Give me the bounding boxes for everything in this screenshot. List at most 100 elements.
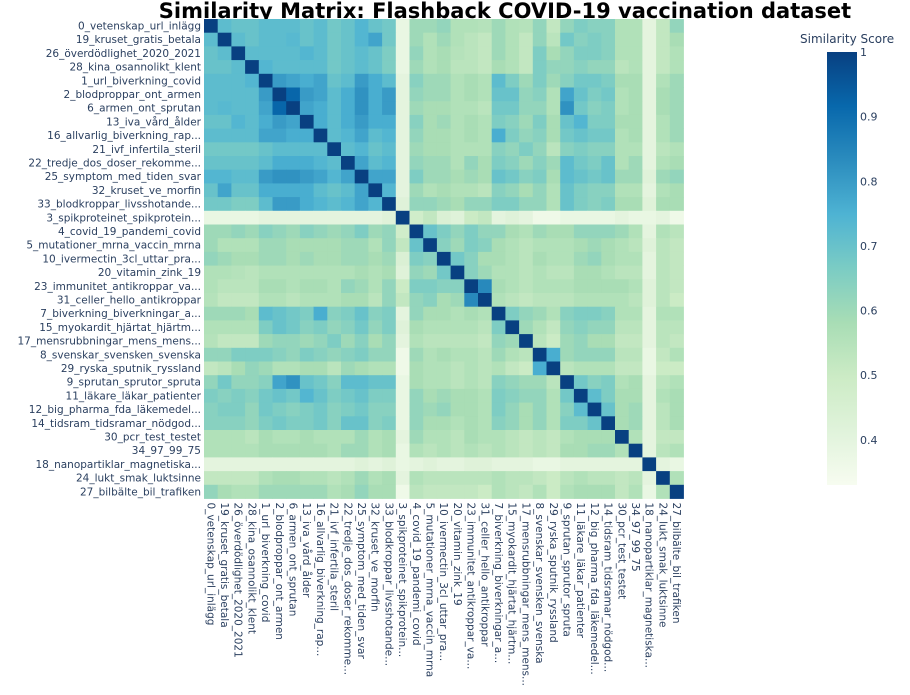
heatmap-cell: [272, 457, 287, 472]
y-tick-label: 11_läkare_läkar_patienter: [66, 390, 202, 402]
heatmap-cell: [204, 46, 219, 61]
heatmap-cell: [272, 306, 287, 321]
heatmap-cell: [573, 19, 588, 34]
heatmap-cell: [532, 251, 547, 266]
heatmap-cell: [204, 156, 219, 171]
heatmap-cell: [313, 471, 328, 486]
heatmap-cell: [354, 375, 369, 390]
heatmap-cell: [354, 73, 369, 88]
heatmap-cell: [615, 265, 630, 280]
heatmap-cell: [560, 197, 575, 212]
heatmap-cell: [341, 334, 356, 349]
heatmap-cell: [258, 334, 273, 349]
heatmap-cell: [217, 87, 232, 102]
heatmap-cell: [258, 73, 273, 88]
heatmap-cell: [409, 347, 424, 362]
heatmap-cells: [204, 19, 684, 499]
heatmap-cell: [505, 293, 520, 308]
heatmap-cell: [231, 334, 246, 349]
heatmap-cell: [231, 156, 246, 171]
heatmap-cell: [423, 142, 438, 157]
heatmap-cell: [327, 361, 342, 376]
heatmap-cell: [217, 306, 232, 321]
heatmap-cell: [478, 293, 493, 308]
heatmap-cell: [382, 128, 397, 143]
heatmap-cell: [354, 169, 369, 184]
heatmap-cell: [587, 347, 602, 362]
heatmap-cell: [436, 128, 451, 143]
heatmap-cell: [299, 251, 314, 266]
heatmap-cell: [258, 471, 273, 486]
heatmap-cell: [464, 388, 479, 403]
heatmap-cell: [478, 306, 493, 321]
heatmap-cell: [464, 375, 479, 390]
heatmap-cell: [587, 114, 602, 129]
heatmap-cell: [231, 183, 246, 198]
heatmap-cell: [656, 416, 671, 431]
heatmap-cell: [573, 334, 588, 349]
heatmap-cell: [505, 430, 520, 445]
heatmap-cell: [642, 416, 657, 431]
heatmap-cell: [532, 101, 547, 116]
heatmap-cell: [615, 347, 630, 362]
heatmap-cell: [204, 142, 219, 157]
heatmap-cell: [382, 416, 397, 431]
heatmap-cell: [505, 443, 520, 458]
heatmap-cell: [327, 238, 342, 253]
heatmap-cell: [656, 347, 671, 362]
heatmap-cell: [409, 484, 424, 499]
heatmap-cell: [395, 375, 410, 390]
heatmap-cell: [245, 197, 260, 212]
heatmap-cell: [258, 279, 273, 294]
heatmap-cell: [354, 457, 369, 472]
heatmap-cell: [341, 238, 356, 253]
heatmap-cell: [656, 430, 671, 445]
heatmap-cell: [628, 265, 643, 280]
heatmap-cell: [491, 210, 506, 225]
heatmap-cell: [478, 251, 493, 266]
heatmap-cell: [327, 197, 342, 212]
heatmap-cell: [245, 142, 260, 157]
heatmap-cell: [436, 334, 451, 349]
heatmap-cell: [286, 210, 301, 225]
heatmap-cell: [478, 347, 493, 362]
heatmap-cell: [532, 430, 547, 445]
heatmap-cell: [519, 142, 534, 157]
heatmap-cell: [628, 484, 643, 499]
heatmap-cell: [299, 46, 314, 61]
heatmap-cell: [245, 224, 260, 239]
heatmap-cell: [395, 87, 410, 102]
heatmap-cell: [464, 320, 479, 335]
heatmap-cell: [669, 430, 684, 445]
heatmap-cell: [628, 114, 643, 129]
heatmap-cell: [341, 402, 356, 417]
heatmap-cell: [464, 443, 479, 458]
heatmap-cell: [615, 73, 630, 88]
heatmap-cell: [409, 361, 424, 376]
y-tick-label: 19_kruset_gratis_betala: [76, 34, 201, 46]
heatmap-cell: [313, 443, 328, 458]
heatmap-cell: [341, 430, 356, 445]
colorbar-title: Similarity Score: [800, 32, 894, 46]
heatmap-cell: [505, 265, 520, 280]
heatmap-cell: [286, 101, 301, 116]
heatmap-cell: [354, 156, 369, 171]
heatmap-cell: [601, 128, 616, 143]
heatmap-cell: [450, 279, 465, 294]
heatmap-cell: [382, 210, 397, 225]
x-tick-label: 13_iva_vård_ålder: [300, 503, 313, 599]
heatmap-cell: [299, 32, 314, 47]
heatmap-cell: [491, 457, 506, 472]
heatmap-cell: [313, 156, 328, 171]
heatmap-cell: [601, 388, 616, 403]
heatmap-cell: [231, 306, 246, 321]
heatmap-cell: [464, 430, 479, 445]
heatmap-cell: [519, 183, 534, 198]
heatmap-cell: [299, 416, 314, 431]
heatmap-cell: [217, 279, 232, 294]
heatmap-cell: [382, 471, 397, 486]
heatmap-cell: [491, 60, 506, 75]
heatmap-cell: [327, 320, 342, 335]
heatmap-cell: [231, 197, 246, 212]
heatmap-cell: [628, 73, 643, 88]
